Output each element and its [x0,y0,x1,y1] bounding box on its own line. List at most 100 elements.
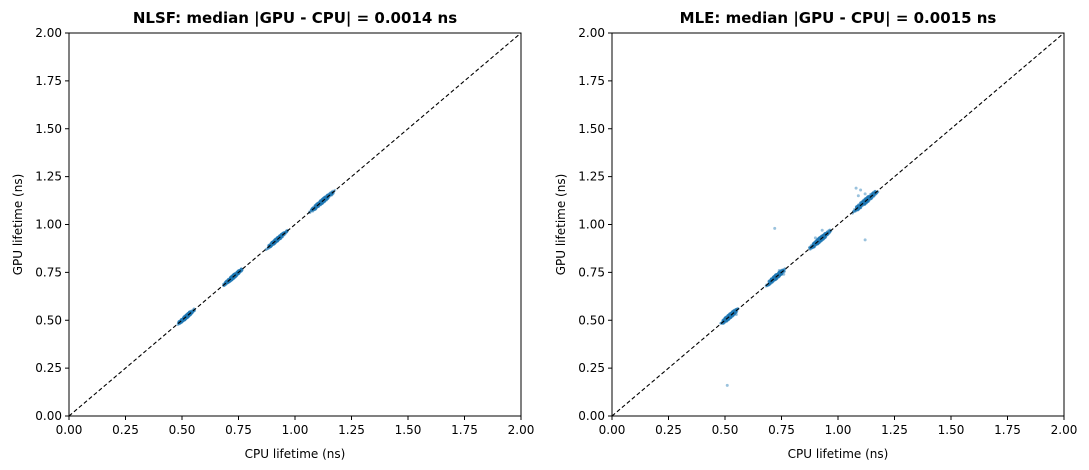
nlsf-scatter-point [180,317,184,321]
nlsf-scatter-point [230,277,233,281]
nlsf-scatter-point [185,313,189,316]
mle-scatter-point [774,276,778,280]
nlsf-scatter-point [279,233,283,236]
mle-scatter-point [733,309,736,312]
nlsf-scatter-point [185,314,189,318]
nlsf-scatter-point [186,315,190,319]
nlsf-scatter-point [318,200,321,204]
nlsf-scatter-point [239,267,243,271]
mle-scatter-point [778,271,782,275]
mle-x-tick-label: 0.25 [655,423,682,437]
mle-scatter-point [727,313,731,317]
nlsf-scatter-point [280,235,284,238]
nlsf-scatter-point [270,244,273,248]
mle-scatter-point [733,309,737,313]
nlsf-panel: NLSF: median |GPU - CPU| = 0.0014 ns 0.0… [11,9,534,461]
mle-scatter-point [777,271,781,275]
nlsf-scatter-point [321,201,325,205]
nlsf-scatter-point [330,192,333,196]
nlsf-scatter-point [225,279,228,283]
nlsf-scatter-point [186,315,190,319]
nlsf-scatter-point [235,274,239,277]
mle-scatter-point [733,310,737,314]
nlsf-scatter-point [235,271,239,274]
nlsf-scatter-point [184,314,188,317]
nlsf-scatter-point [181,319,185,323]
mle-outlier-point [863,192,867,196]
nlsf-scatter-point [230,275,233,279]
mle-scatter-point [770,281,774,285]
nlsf-scatter-point [275,239,278,243]
nlsf-scatter-point [285,229,288,233]
mle-scatter-point [779,273,782,276]
nlsf-scatter-point [322,196,326,200]
mle-scatter-point [774,277,778,280]
nlsf-scatter-point [226,281,230,284]
mle-scatter-point [728,316,732,319]
mle-scatter-point [774,273,777,277]
nlsf-scatter-point [229,275,233,279]
nlsf-scatter-point [311,209,315,213]
nlsf-scatter-point [324,195,327,199]
mle-panel: MLE: median |GPU - CPU| = 0.0015 ns 0.00… [554,9,1077,461]
mle-scatter-point [778,273,782,277]
mle-scatter-point [724,315,728,319]
nlsf-scatter-point [225,281,229,285]
nlsf-scatter-point [185,316,189,320]
nlsf-scatter-point [180,319,184,323]
mle-scatter-point [729,316,733,319]
nlsf-scatter-point [274,237,278,241]
nlsf-scatter-point [190,310,194,314]
mle-y-tick-label: 1.50 [578,122,605,136]
nlsf-scatter-point [230,276,234,279]
nlsf-scatter-point [181,319,185,323]
nlsf-scatter-point [324,196,328,200]
mle-scatter-point [730,314,734,318]
nlsf-scatter-point [224,281,227,284]
nlsf-scatter-point [184,314,188,318]
nlsf-scatter-point [230,277,234,281]
nlsf-scatter-point [315,206,318,210]
nlsf-x-tick-label: 1.00 [282,423,309,437]
nlsf-scatter-point [270,243,274,247]
nlsf-scatter-point [229,276,232,279]
mle-scatter-point [778,271,782,275]
nlsf-scatter-point [185,314,189,318]
nlsf-scatter-point [278,234,282,238]
nlsf-scatter-point [231,277,234,281]
nlsf-scatter-point [276,239,279,243]
nlsf-scatter-point [231,277,234,280]
mle-scatter-point [728,315,732,319]
nlsf-scatter-point [240,269,243,273]
mle-y-tick-label: 0.25 [578,361,605,375]
nlsf-scatter-point [315,202,319,206]
nlsf-scatter-point [179,318,183,322]
nlsf-scatter-point [323,196,327,200]
nlsf-scatter-point [314,204,317,207]
nlsf-scatter-point [269,244,273,248]
nlsf-scatter-point [279,233,283,237]
mle-scatter-point [723,319,727,323]
nlsf-scatter-point [185,313,188,317]
nlsf-scatter-point [186,316,189,319]
nlsf-scatter-point [236,272,240,276]
nlsf-scatter-point [276,239,280,242]
nlsf-scatter-point [329,192,332,196]
mle-y-tick-label: 1.75 [578,74,605,88]
mle-scatter-point [728,317,731,320]
mle-y-axis-label: GPU lifetime (ns) [554,174,568,276]
nlsf-scatter-point [276,239,279,243]
nlsf-scatter-point [179,318,183,322]
mle-scatter-point [774,273,778,277]
nlsf-scatter-point [186,315,190,318]
nlsf-scatter-point [230,278,234,282]
nlsf-scatter-point [185,316,189,319]
mle-outlier-point [820,228,824,232]
nlsf-scatter-point [315,205,318,209]
mle-scatter-point [728,313,732,317]
mle-scatter-point [730,310,734,314]
mle-x-tick-label: 0.75 [768,423,795,437]
nlsf-scatter-point [330,193,333,197]
nlsf-scatter-point [190,310,194,314]
